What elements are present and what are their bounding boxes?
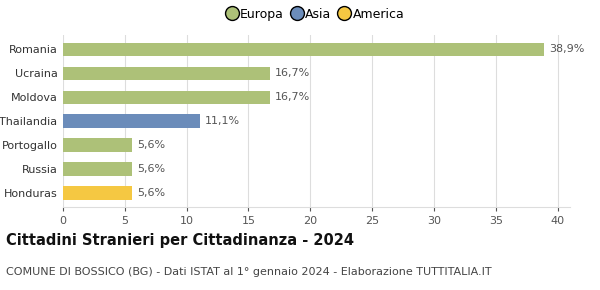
Text: 5,6%: 5,6% <box>137 164 166 174</box>
Text: 16,7%: 16,7% <box>274 92 310 102</box>
Bar <box>63 67 269 80</box>
Text: 11,1%: 11,1% <box>205 116 241 126</box>
Bar <box>63 43 544 56</box>
Bar <box>63 115 200 128</box>
Text: 5,6%: 5,6% <box>137 140 166 150</box>
Bar <box>63 186 132 200</box>
Text: 16,7%: 16,7% <box>274 68 310 78</box>
Text: Cittadini Stranieri per Cittadinanza - 2024: Cittadini Stranieri per Cittadinanza - 2… <box>6 233 354 249</box>
Bar <box>63 162 132 175</box>
Legend: Europa, Asia, America: Europa, Asia, America <box>224 3 409 26</box>
Text: 5,6%: 5,6% <box>137 188 166 198</box>
Text: COMUNE DI BOSSICO (BG) - Dati ISTAT al 1° gennaio 2024 - Elaborazione TUTTITALIA: COMUNE DI BOSSICO (BG) - Dati ISTAT al 1… <box>6 267 491 277</box>
Bar <box>63 90 269 104</box>
Bar <box>63 138 132 152</box>
Text: 38,9%: 38,9% <box>549 44 584 54</box>
